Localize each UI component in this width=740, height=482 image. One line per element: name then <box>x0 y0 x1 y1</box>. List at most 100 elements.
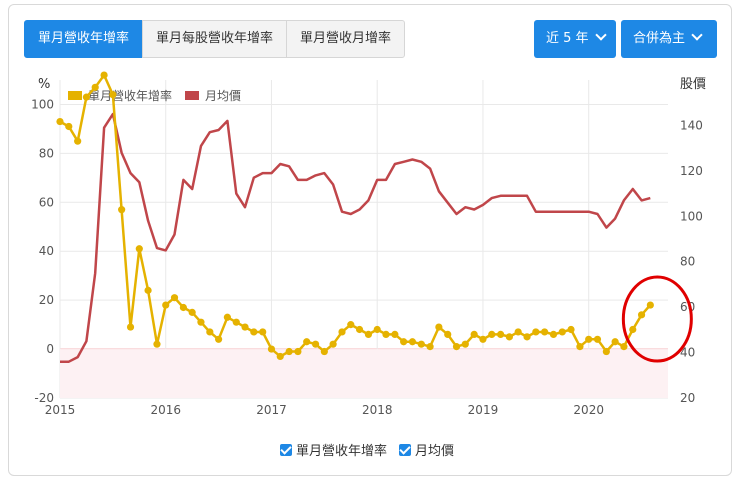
x-tick-label: 2017 <box>256 403 287 417</box>
data-point-revenue-yoy <box>479 335 487 343</box>
period-dropdown-label: 近 5 年 <box>546 31 589 46</box>
data-point-revenue-yoy <box>585 335 593 343</box>
data-point-revenue-yoy <box>391 330 399 338</box>
data-point-revenue-yoy <box>602 347 610 356</box>
left-tick-label: 0 <box>46 342 54 356</box>
x-tick-label: 2018 <box>362 403 393 417</box>
left-tick-label: 60 <box>39 195 54 209</box>
data-point-revenue-yoy <box>170 294 179 302</box>
left-tick-label: 40 <box>39 244 54 258</box>
data-point-revenue-yoy <box>294 347 302 356</box>
checkbox-price[interactable]: 月均價 <box>399 440 454 459</box>
right-tick-label: 100 <box>680 209 703 223</box>
data-point-revenue-yoy <box>329 340 337 348</box>
data-point-revenue-yoy <box>303 338 311 346</box>
right-tick-label: 40 <box>680 346 695 360</box>
data-point-revenue-yoy <box>567 325 575 334</box>
legend-swatch-price <box>185 91 199 100</box>
data-point-revenue-yoy <box>444 330 452 338</box>
left-tick-label: -20 <box>34 391 54 405</box>
data-point-revenue-yoy <box>382 330 390 338</box>
data-point-revenue-yoy <box>646 301 654 309</box>
data-point-revenue-yoy <box>135 245 143 253</box>
data-point-revenue-yoy <box>408 338 417 346</box>
data-point-revenue-yoy <box>223 313 231 321</box>
legend-label-price: 月均價 <box>205 89 241 103</box>
data-point-revenue-yoy <box>109 91 117 99</box>
data-point-revenue-yoy <box>338 328 346 336</box>
data-point-revenue-yoy <box>206 328 214 336</box>
data-point-revenue-yoy <box>241 323 249 331</box>
data-point-revenue-yoy <box>267 345 276 353</box>
data-point-revenue-yoy <box>74 137 82 145</box>
data-point-revenue-yoy <box>162 301 170 309</box>
period-dropdown[interactable]: 近 5 年 <box>534 20 616 58</box>
data-point-revenue-yoy <box>364 330 373 338</box>
data-point-revenue-yoy <box>126 323 135 331</box>
data-point-revenue-yoy <box>400 338 408 346</box>
data-point-revenue-yoy <box>179 303 187 312</box>
highlight-circle <box>621 275 693 363</box>
data-point-revenue-yoy <box>593 335 602 343</box>
legend-checkboxes: 單月營收年增率 月均價 <box>280 440 466 459</box>
data-point-revenue-yoy <box>250 328 258 336</box>
x-tick-label: 2019 <box>468 403 499 417</box>
metric-tabs: 單月營收年增率 單月每股營收年增率 單月營收月增率 <box>24 20 406 58</box>
x-tick-label: 2016 <box>150 403 181 417</box>
data-point-revenue-yoy <box>215 335 223 343</box>
data-point-revenue-yoy <box>347 321 355 329</box>
data-point-revenue-yoy <box>285 347 293 356</box>
data-point-revenue-yoy <box>452 343 461 351</box>
series-line-monthly-price <box>60 112 651 363</box>
right-tick-label: 80 <box>680 255 695 269</box>
data-point-revenue-yoy <box>541 328 549 336</box>
data-point-revenue-yoy <box>497 330 505 338</box>
x-axis: 2015 2016 2017 2018 2019 2020 <box>45 403 604 417</box>
data-point-revenue-yoy <box>461 340 469 348</box>
data-point-revenue-yoy <box>435 323 443 331</box>
data-point-revenue-yoy <box>197 318 205 326</box>
tab-monthly-revenue-mom[interactable]: 單月營收月增率 <box>286 20 406 58</box>
data-point-revenue-yoy <box>82 93 91 101</box>
data-point-revenue-yoy <box>558 328 566 336</box>
legend-top: 單月營收年增率 月均價 <box>68 88 241 103</box>
data-point-revenue-yoy <box>417 340 425 348</box>
right-tick-label: 20 <box>680 391 695 405</box>
data-point-revenue-yoy <box>470 330 478 338</box>
data-point-revenue-yoy <box>65 122 73 131</box>
data-point-revenue-yoy <box>532 328 540 336</box>
data-point-revenue-yoy <box>188 308 196 316</box>
left-axis: -20 0 20 40 60 80 100 <box>31 97 54 405</box>
checkbox-checked-icon <box>399 443 412 456</box>
left-axis-unit: % <box>38 77 50 92</box>
data-point-revenue-yoy <box>620 343 628 351</box>
data-point-revenue-yoy <box>91 83 99 91</box>
data-point-revenue-yoy <box>629 325 637 334</box>
right-axis-unit: 股價 <box>680 77 706 92</box>
checkbox-checked-icon <box>280 443 292 456</box>
negative-area <box>60 349 668 398</box>
tab-monthly-revenue-yoy[interactable]: 單月營收年增率 <box>24 20 144 58</box>
right-tick-label: 120 <box>680 164 703 178</box>
series-layer <box>56 71 654 363</box>
right-tick-label: 140 <box>680 118 703 132</box>
data-point-revenue-yoy <box>426 343 434 351</box>
data-point-revenue-yoy <box>549 330 558 338</box>
x-tick-label: 2020 <box>573 403 604 417</box>
legend-swatch-revenue-yoy <box>68 91 82 100</box>
checkbox-revenue-yoy[interactable]: 單月營收年增率 <box>280 440 387 459</box>
data-point-revenue-yoy <box>637 311 646 319</box>
legend-label-revenue-yoy: 單月營收年增率 <box>88 88 172 103</box>
data-point-revenue-yoy <box>488 330 496 338</box>
data-point-revenue-yoy <box>232 318 240 326</box>
series-line-revenue-yoy <box>59 73 652 358</box>
left-tick-label: 100 <box>31 97 54 111</box>
data-point-revenue-yoy <box>505 333 513 341</box>
consolidation-dropdown[interactable]: 合併為主 <box>621 20 717 58</box>
data-point-revenue-yoy <box>373 325 381 334</box>
checkbox-label-revenue-yoy: 單月營收年增率 <box>296 444 388 459</box>
data-point-revenue-yoy <box>311 340 320 348</box>
data-point-revenue-yoy <box>276 352 284 361</box>
